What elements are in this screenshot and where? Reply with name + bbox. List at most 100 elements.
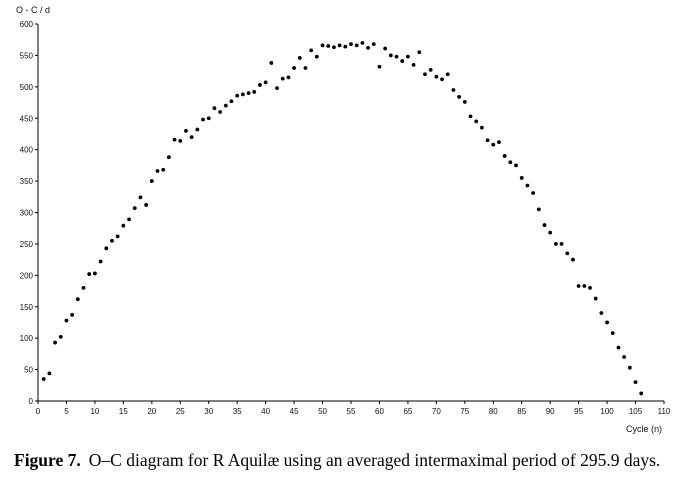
x-tick-label: 60: [375, 407, 384, 416]
data-point: [110, 238, 114, 243]
data-point: [172, 137, 177, 142]
data-point: [178, 138, 183, 143]
data-point: [155, 169, 160, 173]
data-point: [337, 43, 342, 48]
data-point: [627, 365, 632, 370]
data-point: [366, 45, 370, 50]
data-point: [235, 93, 240, 98]
x-tick-label: 30: [204, 407, 213, 416]
data-point: [98, 259, 103, 264]
data-point: [434, 74, 439, 79]
data-point: [423, 72, 427, 77]
data-point: [525, 183, 530, 188]
x-tick-label: 75: [460, 407, 469, 416]
data-point: [332, 45, 336, 50]
x-tick-label: 10: [90, 407, 99, 416]
data-point: [240, 92, 245, 97]
data-point: [479, 125, 484, 130]
data-point: [309, 48, 314, 53]
data-point: [411, 62, 416, 67]
data-point: [536, 207, 541, 212]
data-point: [127, 217, 131, 222]
x-tick-label: 45: [290, 407, 299, 416]
x-tick-label: 25: [176, 407, 185, 416]
data-point: [320, 43, 325, 48]
data-point: [195, 127, 200, 132]
data-point: [269, 61, 274, 65]
data-point: [263, 80, 268, 85]
data-point: [571, 257, 575, 262]
data-point: [70, 313, 75, 317]
chart-axes: [37, 24, 664, 402]
x-tick-label: 100: [600, 407, 614, 416]
x-tick-label: 35: [233, 407, 242, 416]
data-point: [639, 391, 644, 396]
data-point: [440, 77, 444, 82]
data-point: [485, 138, 490, 143]
data-point: [47, 371, 52, 376]
data-point: [428, 67, 433, 72]
data-point: [104, 246, 109, 251]
data-point: [616, 345, 621, 350]
y-tick-label: 400: [20, 146, 34, 155]
data-point: [610, 331, 615, 336]
data-point: [553, 242, 558, 246]
data-point: [491, 142, 496, 147]
data-point: [229, 99, 234, 104]
data-point: [354, 43, 359, 48]
data-point: [206, 116, 211, 121]
data-point: [462, 100, 467, 104]
data-point: [166, 155, 171, 160]
y-tick-label: 0: [29, 397, 34, 406]
x-tick-label: 110: [658, 407, 671, 416]
data-point: [258, 83, 262, 87]
data-point: [149, 179, 154, 183]
data-point: [400, 59, 405, 63]
x-axis-label: Cycle (n): [626, 424, 662, 434]
data-point: [360, 40, 365, 45]
x-tick-label: 105: [629, 407, 643, 416]
y-tick-group: 0 50 100 150 200 250 300 350 400 450 500 550 600: [20, 20, 38, 406]
data-point: [622, 355, 627, 359]
data-point: [121, 223, 126, 228]
data-point: [388, 53, 393, 58]
data-point: [531, 191, 536, 195]
data-point: [457, 94, 462, 99]
data-point: [514, 163, 518, 168]
data-point: [53, 340, 57, 345]
data-point: [451, 88, 456, 92]
x-tick-label: 40: [261, 407, 270, 416]
data-point: [394, 54, 399, 59]
data-point: [474, 119, 479, 124]
data-point: [297, 56, 302, 60]
y-tick-label: 300: [20, 209, 34, 218]
data-point: [292, 66, 296, 70]
data-point: [565, 251, 570, 256]
data-point: [599, 311, 604, 315]
data-point: [58, 335, 63, 339]
data-point: [582, 284, 587, 288]
x-tick-label: 85: [517, 407, 526, 416]
data-point: [252, 89, 257, 94]
data-point: [132, 206, 137, 211]
y-tick-label: 150: [20, 303, 34, 312]
x-tick-label: 15: [119, 407, 128, 416]
data-point: [93, 271, 97, 276]
data-point: [519, 176, 524, 180]
y-tick-label: 550: [20, 51, 34, 60]
y-tick-label: 350: [20, 177, 34, 186]
data-point: [406, 54, 410, 59]
data-point: [497, 140, 501, 145]
x-tick-label: 0: [36, 407, 41, 416]
x-tick-label: 70: [432, 407, 441, 416]
caption-text: O–C diagram for R Aquilæ using an averag…: [88, 450, 661, 470]
data-point: [349, 42, 353, 47]
data-point: [184, 128, 188, 133]
data-point: [417, 50, 422, 55]
y-tick-label: 600: [20, 20, 34, 29]
data-point: [280, 76, 285, 81]
data-point: [445, 72, 450, 77]
data-point: [314, 54, 319, 59]
data-point: [41, 377, 46, 381]
data-point: [144, 203, 149, 207]
